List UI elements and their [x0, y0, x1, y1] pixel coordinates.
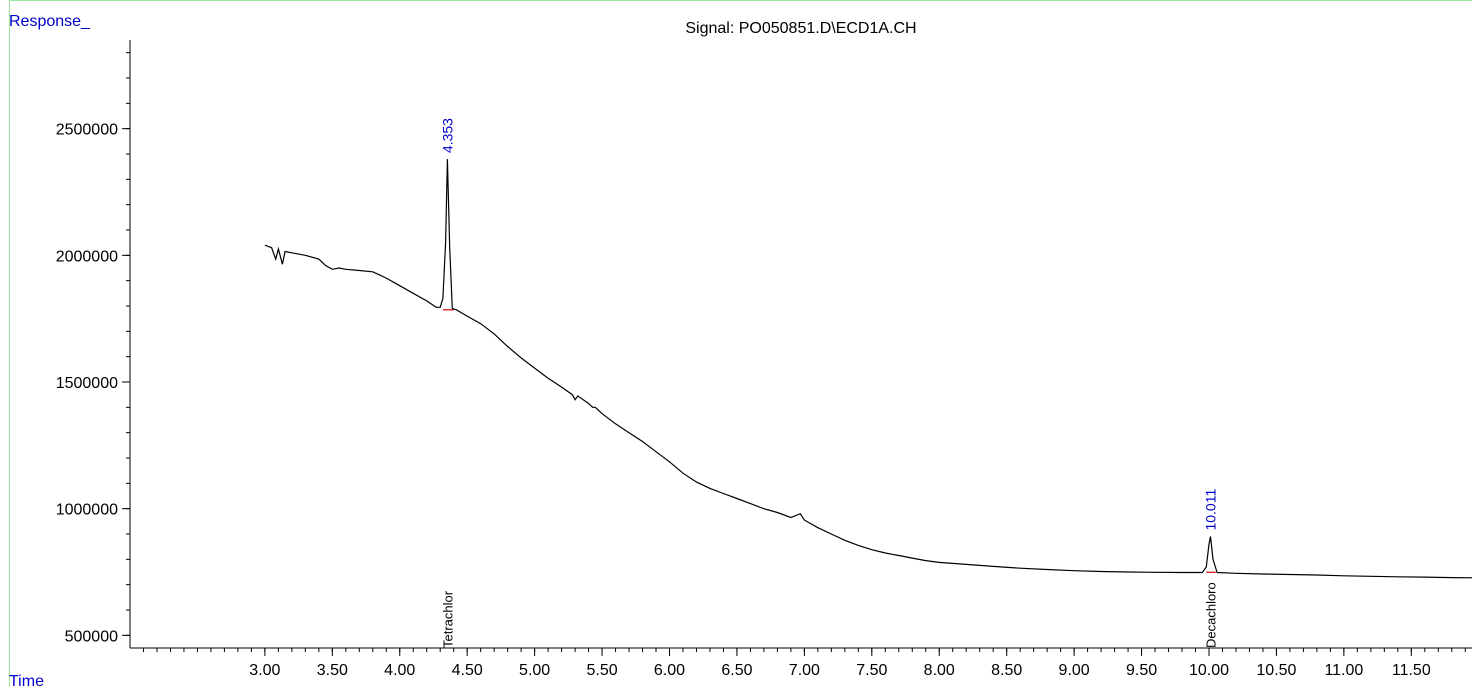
- x-tick-label: 7.50: [856, 662, 887, 679]
- x-tick-label: 6.50: [721, 662, 752, 679]
- signal-trace: [264, 159, 1473, 579]
- x-tick-label: 5.00: [519, 662, 550, 679]
- y-tick-label: 2000000: [56, 248, 118, 265]
- x-axis-label: Time: [9, 673, 44, 688]
- plot-frame: [9, 0, 1472, 687]
- x-tick-label: 8.50: [991, 662, 1022, 679]
- x-tick-label: 4.00: [384, 662, 415, 679]
- peak-retention-time-label: 4.353: [439, 118, 455, 153]
- x-tick-label: 7.00: [789, 662, 820, 679]
- peak-annotations: 4.353 Tetrachlor 10.011 Decachloro: [439, 118, 1218, 648]
- y-tick-label: 2500000: [56, 122, 118, 139]
- peak-retention-time-label: 10.011: [1202, 489, 1218, 531]
- x-tick-label: 9.00: [1059, 662, 1090, 679]
- x-tick-label: 3.00: [249, 662, 280, 679]
- x-tick-label: 11.00: [1324, 662, 1363, 679]
- y-tick-label: 500000: [65, 628, 118, 645]
- chart-title: Signal: PO050851.D\ECD1A.CH: [685, 20, 916, 37]
- x-tick-label: 10.50: [1256, 662, 1296, 679]
- x-tick-label: 10.00: [1189, 662, 1229, 679]
- y-tick-label: 1000000: [56, 502, 118, 519]
- x-tick-label: 9.50: [1126, 662, 1157, 679]
- axes: 3.00 3.50 4.00 4.50 5.00 5.50 6.00 6.50 7.00 7.50…: [56, 40, 1472, 679]
- x-tick-label: 8.00: [924, 662, 955, 679]
- x-tick-label: 5.50: [586, 662, 617, 679]
- y-tick-label: 1500000: [56, 375, 118, 392]
- x-tick-label: 6.00: [654, 662, 685, 679]
- x-tick-label: 3.50: [317, 662, 348, 679]
- peak-compound-label: Tetrachlor: [440, 590, 455, 648]
- baseline-segments: [442, 309, 1216, 573]
- x-tick-label: 11.50: [1392, 662, 1431, 679]
- y-axis-label: Response_: [9, 13, 91, 30]
- x-tick-label: 4.50: [452, 662, 483, 679]
- peak-compound-label: Decachloro: [1203, 582, 1218, 648]
